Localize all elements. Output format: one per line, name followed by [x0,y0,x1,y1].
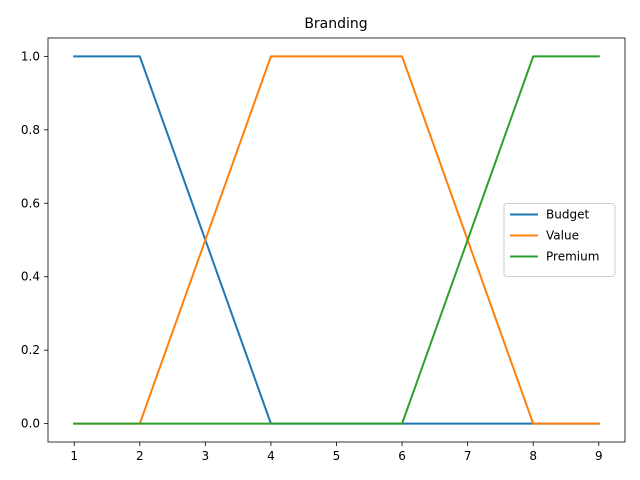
legend-label-premium: Premium [546,250,599,264]
y-axis: 0.0 0.2 0.4 0.6 0.8 1.0 [21,49,48,431]
y-tick-label: 0.6 [21,196,40,210]
series-line-premium [73,55,600,425]
x-tick-label: 9 [595,449,603,463]
series-layer [73,55,600,425]
legend: Budget Value Premium [503,203,616,277]
y-tick-label: 0.2 [21,343,40,357]
x-tick-label: 3 [202,449,210,463]
series-line-value [73,55,600,425]
x-tick-label: 2 [136,449,144,463]
x-tick-label: 7 [464,449,472,463]
y-tick-label: 0.4 [21,270,40,284]
y-tick-label: 0.0 [21,417,40,431]
chart-title: Branding [304,16,367,32]
y-tick-label: 0.8 [21,123,40,137]
legend-box [503,203,616,277]
x-tick-label: 4 [267,449,275,463]
legend-label-budget: Budget [546,208,589,222]
y-tick-label: 1.0 [21,49,40,63]
x-tick-label: 8 [529,449,537,463]
x-tick-label: 1 [70,449,78,463]
x-tick-label: 6 [398,449,406,463]
x-tick-label: 5 [333,449,341,463]
x-axis: 1 2 3 4 5 6 7 8 9 [70,442,603,463]
legend-label-value: Value [546,229,579,243]
